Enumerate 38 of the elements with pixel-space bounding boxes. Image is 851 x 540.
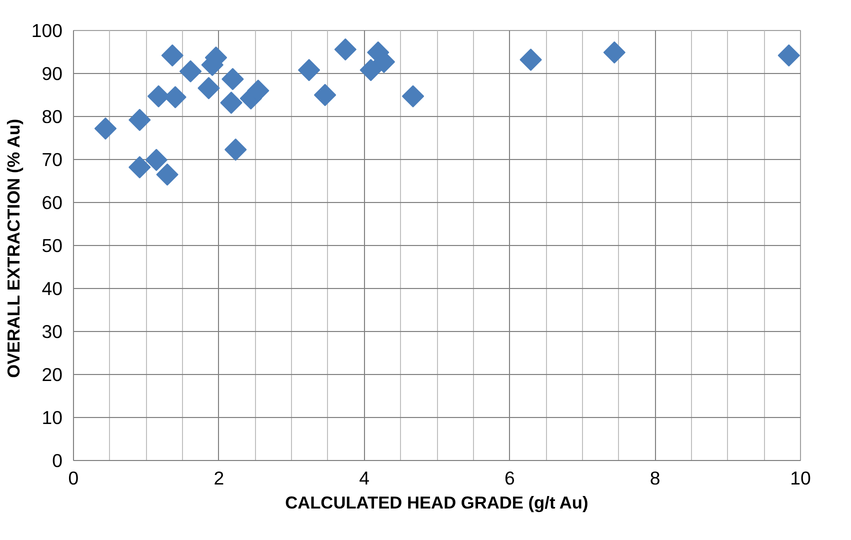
y-tick-label: 60 — [42, 192, 63, 213]
point — [94, 117, 117, 140]
point — [198, 77, 220, 100]
point — [128, 156, 151, 178]
x-axis-title: CALCULATED HEAD GRADE (g/t Au) — [285, 492, 588, 512]
point — [402, 85, 424, 108]
point — [128, 108, 151, 132]
y-tick-label: 10 — [42, 407, 63, 428]
point — [222, 68, 244, 90]
point — [161, 44, 184, 67]
point — [224, 138, 247, 161]
point — [603, 41, 626, 64]
y-axis-title: OVERALL EXTRACTION (% Au) — [3, 118, 24, 378]
y-tick-label: 50 — [42, 235, 63, 256]
y-tick-label: 100 — [31, 20, 63, 41]
x-tick-label: 4 — [359, 468, 370, 488]
point — [778, 44, 800, 67]
point — [220, 92, 242, 114]
x-tick-label: 0 — [68, 468, 79, 488]
point — [145, 148, 168, 172]
point — [334, 38, 357, 61]
y-tick-label: 70 — [42, 149, 63, 170]
y-tick-label: 30 — [42, 321, 63, 342]
y-tick-label: 90 — [42, 63, 63, 84]
point — [360, 58, 382, 82]
point — [179, 60, 202, 82]
y-tick-label: 40 — [42, 278, 63, 299]
point — [298, 58, 320, 82]
x-tick-label: 10 — [790, 468, 811, 488]
point — [314, 84, 336, 106]
y-tick-label: 0 — [52, 450, 63, 471]
y-tick-label: 20 — [42, 364, 63, 385]
y-tick-label: 80 — [42, 106, 63, 127]
point — [520, 48, 542, 71]
x-tick-label: 6 — [504, 468, 515, 488]
x-tick-label: 2 — [214, 468, 224, 488]
x-tick-label: 8 — [650, 468, 660, 488]
point — [156, 163, 178, 186]
